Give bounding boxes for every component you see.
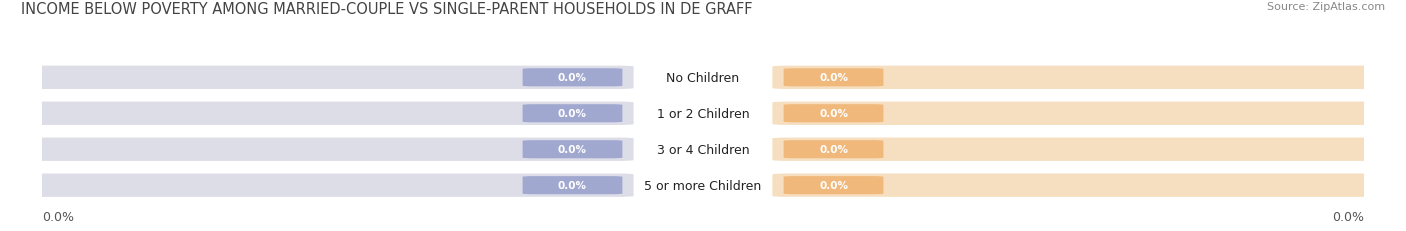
Text: 5 or more Children: 5 or more Children [644, 179, 762, 192]
Text: 0.0%: 0.0% [558, 109, 586, 119]
Text: 0.0%: 0.0% [558, 145, 586, 155]
FancyBboxPatch shape [523, 176, 623, 195]
FancyBboxPatch shape [25, 174, 634, 197]
Text: 0.0%: 0.0% [1331, 210, 1364, 223]
Text: 0.0%: 0.0% [820, 145, 848, 155]
FancyBboxPatch shape [772, 66, 1381, 90]
Text: INCOME BELOW POVERTY AMONG MARRIED-COUPLE VS SINGLE-PARENT HOUSEHOLDS IN DE GRAF: INCOME BELOW POVERTY AMONG MARRIED-COUPL… [21, 2, 752, 17]
Text: 0.0%: 0.0% [558, 180, 586, 190]
FancyBboxPatch shape [25, 66, 634, 90]
Text: 1 or 2 Children: 1 or 2 Children [657, 107, 749, 120]
FancyBboxPatch shape [523, 140, 623, 159]
FancyBboxPatch shape [25, 138, 634, 161]
FancyBboxPatch shape [783, 140, 883, 159]
Text: 0.0%: 0.0% [820, 109, 848, 119]
Text: 0.0%: 0.0% [42, 210, 75, 223]
FancyBboxPatch shape [25, 102, 634, 125]
FancyBboxPatch shape [772, 174, 1381, 197]
FancyBboxPatch shape [783, 176, 883, 195]
FancyBboxPatch shape [783, 105, 883, 123]
Text: No Children: No Children [666, 71, 740, 85]
FancyBboxPatch shape [523, 105, 623, 123]
Text: 3 or 4 Children: 3 or 4 Children [657, 143, 749, 156]
FancyBboxPatch shape [523, 69, 623, 87]
FancyBboxPatch shape [772, 102, 1381, 125]
FancyBboxPatch shape [783, 69, 883, 87]
FancyBboxPatch shape [772, 138, 1381, 161]
Text: Source: ZipAtlas.com: Source: ZipAtlas.com [1267, 2, 1385, 12]
Text: 0.0%: 0.0% [820, 180, 848, 190]
Text: 0.0%: 0.0% [820, 73, 848, 83]
Text: 0.0%: 0.0% [558, 73, 586, 83]
